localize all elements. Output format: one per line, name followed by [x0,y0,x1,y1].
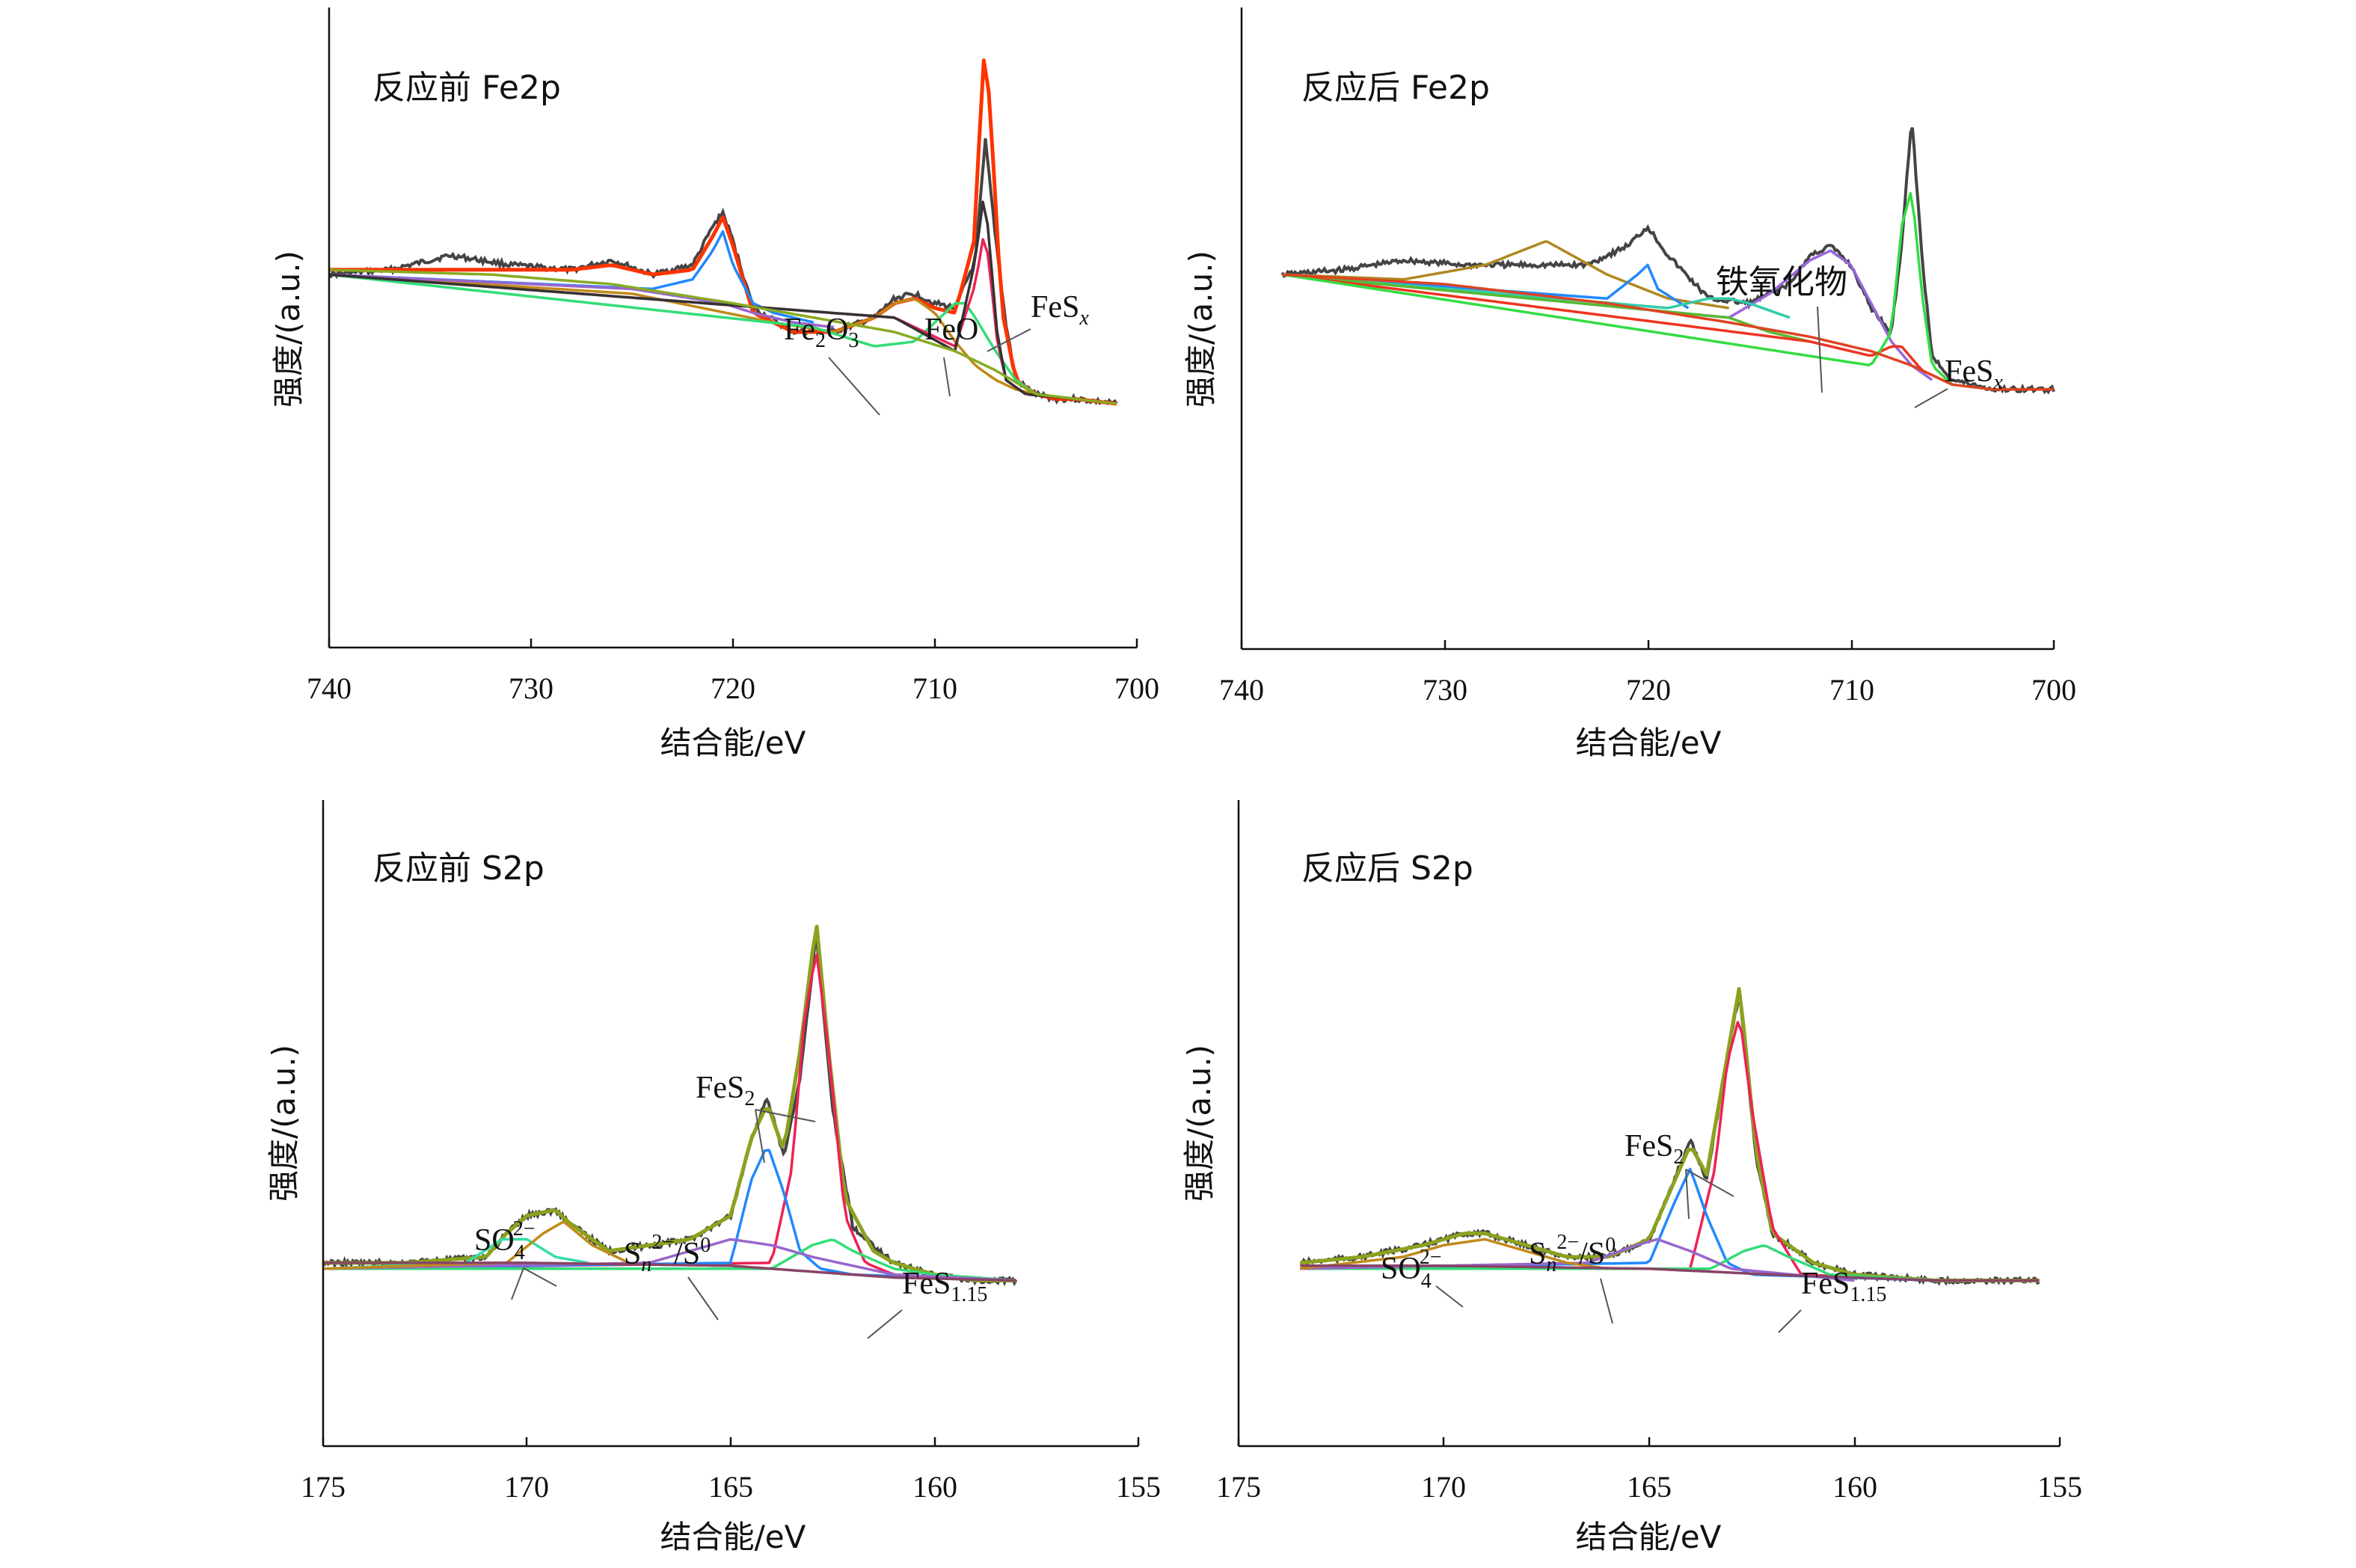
leader-sn-s0 [1600,1278,1613,1324]
x-axis-label: 结合能/eV [660,725,806,761]
panel-title: 反应后 S2p [1301,849,1473,888]
series-envelope [323,924,1016,1282]
series-red [1282,273,1954,386]
leader-sn-s0 [687,1276,719,1320]
series-so4 [1300,1238,1609,1270]
series-fesx [1282,191,1954,386]
leader-fesx [1914,388,1948,408]
series-baseline [328,268,1117,405]
leader-fesx [987,328,1031,352]
fe2p-after-curves [1280,127,2055,395]
x-ticks: 740 730 720 710 700 [307,639,1159,705]
leader-so4 [511,1267,557,1300]
series-fes2-2p3-2 [1300,1021,1937,1282]
annotation-fesx: FeSx [1031,290,1089,330]
y-axis-label: 强度/(a.u.) [270,250,307,408]
leader-fes115 [867,1309,903,1339]
series-baseline [323,1261,1016,1282]
annotation-feo: FeO [924,313,978,347]
s2p-before-curves [322,924,1018,1287]
panel-title: 反应前 Fe2p [372,69,561,107]
x-tick-label: 175 [1216,1470,1261,1504]
x-tick-label: 155 [2037,1470,2082,1504]
x-tick-label: 710 [912,671,957,705]
x-axis-label: 结合能/eV [1576,725,1722,761]
series-fes1-15 [323,1238,1016,1282]
x-axis-label: 结合能/eV [1576,1519,1722,1555]
series-brown [1282,240,1729,310]
series-satellite [328,273,835,329]
x-tick-label: 730 [509,671,553,705]
y-axis-label: 强度/(a.u.) [266,1045,302,1202]
fe2p-before-curves [328,58,1118,406]
series-baseline [1282,273,2054,391]
series-raw-line [329,138,1118,406]
annotation-fes2: FeS2 [696,1071,755,1110]
leader-feo [943,357,951,397]
annotation-sn-s0: Sn2−/S0 [1529,1231,1616,1276]
leader-fes2 [1685,1169,1734,1220]
x-tick-label: 160 [912,1470,957,1504]
series-feo [328,273,1077,401]
x-tick-label: 720 [711,671,755,705]
panel-s2p-after: 175 170 165 160 155 反应后 S2p 结合能/eV 强度/(a.u.)… [1181,800,2082,1555]
y-axis-label: 强度/(a.u.) [1182,250,1219,408]
x-axis-label: 结合能/eV [660,1519,806,1555]
x-ticks: 175 170 165 160 155 [1216,1437,2082,1504]
x-tick-label: 740 [1219,673,1264,707]
x-ticks: 740 730 720 710 700 [1219,640,2076,707]
y-axis-label: 强度/(a.u.) [1181,1045,1218,1202]
x-tick-label: 175 [301,1470,346,1504]
annotation-so4: SO42− [1381,1246,1442,1293]
series-raw-line [1280,127,2055,395]
x-tick-label: 155 [1116,1470,1161,1504]
leader-oxide [1817,306,1823,393]
annotation-iron-oxide: 铁氧化物 [1716,263,1847,301]
x-tick-label: 740 [307,671,352,705]
panel-fe2p-after: 740 730 720 710 700 反应后 Fe2p 结合能/eV 强度/(a.u.… [1182,7,2076,761]
x-tick-label: 170 [504,1470,549,1504]
panel-fe2p-before: 740 730 720 710 700 反应前 Fe2p 结合能/eV 强度/(a.u.… [270,7,1159,761]
x-tick-label: 700 [2031,673,2076,707]
x-tick-label: 700 [1114,671,1159,705]
series-sn2-s0 [322,1238,1016,1282]
annotation-fesx: FeSx [1945,354,2003,394]
series-baseline [1300,1264,2040,1282]
x-tick-label: 165 [1627,1470,1672,1504]
leader-fes2 [755,1109,816,1163]
panel-s2p-before: 175 170 165 160 155 反应前 S2p 结合能/eV 强度/(a.u.)… [266,800,1161,1555]
annotation-fe2o3: Fe2O3 [784,313,859,352]
leader-so4 [1435,1285,1464,1308]
series-green-small [1282,273,1811,343]
x-tick-label: 720 [1626,673,1671,707]
annotation-fes2: FeS2 [1625,1129,1684,1169]
series-envelope [329,58,1117,406]
x-tick-label: 170 [1421,1470,1466,1504]
x-ticks: 175 170 165 160 155 [301,1437,1161,1504]
x-tick-label: 710 [1829,673,1874,707]
leader-fe2o3 [828,357,880,416]
x-tick-label: 160 [1832,1470,1877,1504]
panel-title: 反应前 S2p [372,849,544,888]
s2p-after-curves [1300,987,2040,1286]
series-fe2o3 [328,273,1077,401]
annotation-sn-s0: Sn2−/S0 [624,1231,711,1276]
x-tick-label: 165 [708,1470,753,1504]
panel-title: 反应后 Fe2p [1301,69,1490,107]
annotation-fes115: FeS1.15 [902,1267,987,1306]
annotation-so4: SO42− [474,1217,536,1264]
annotation-fes115: FeS1.15 [1801,1267,1886,1306]
x-tick-label: 730 [1423,673,1467,707]
leader-fes115 [1778,1309,1802,1333]
